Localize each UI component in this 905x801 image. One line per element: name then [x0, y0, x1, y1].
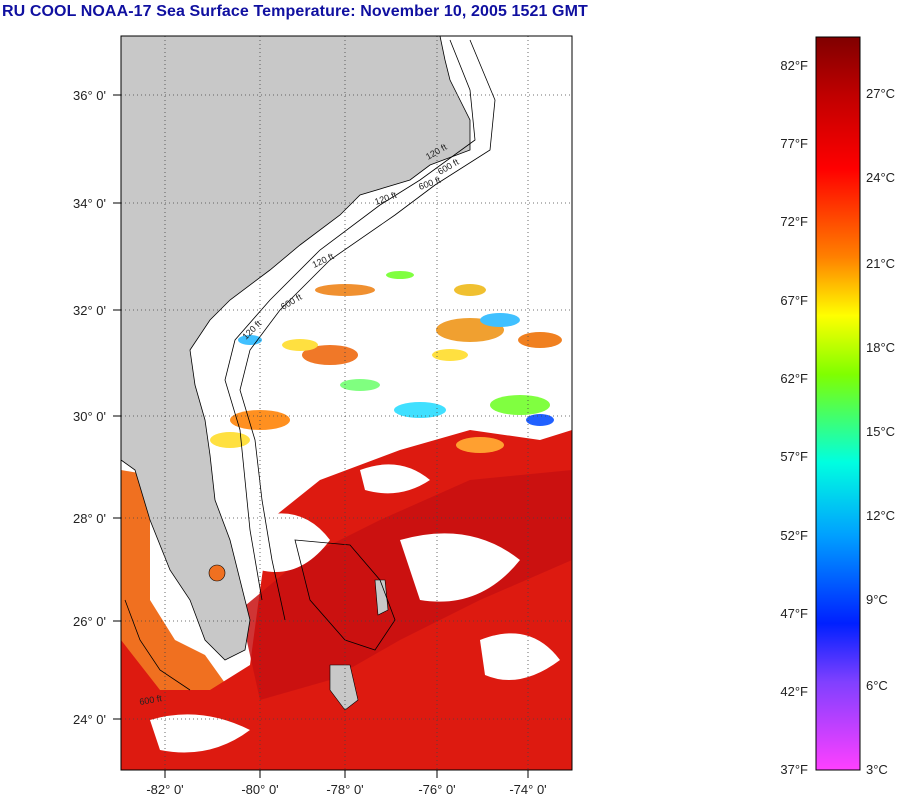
contour-120ft: [224, 39, 476, 601]
lon-label: -76° 0': [418, 782, 455, 797]
svg-text:21°C: 21°C: [866, 256, 895, 271]
contour-600ft: [239, 39, 496, 621]
gulf-water: [121, 470, 245, 705]
lat-label: 34° 0': [73, 196, 106, 211]
svg-text:42°F: 42°F: [780, 684, 808, 699]
svg-text:27°C: 27°C: [866, 86, 895, 101]
lat-label: 36° 0': [73, 88, 106, 103]
gulf-stream: [240, 470, 572, 700]
svg-text:12°C: 12°C: [866, 508, 895, 523]
land-abaco: [374, 579, 389, 616]
lat-label: 30° 0': [73, 409, 106, 424]
axis-ticks: [113, 94, 529, 778]
lat-label: 24° 0': [73, 712, 106, 727]
cloud-patch-4: [480, 633, 560, 680]
map-title: RU COOL NOAA-17 Sea Surface Temperature:…: [2, 3, 588, 20]
svg-text:9°C: 9°C: [866, 592, 888, 607]
lake-okeechobee: [208, 564, 226, 582]
contour-gulf: [124, 599, 191, 691]
svg-text:57°F: 57°F: [780, 449, 808, 464]
svg-text:3°C: 3°C: [866, 762, 888, 777]
cloud-patch-5: [360, 464, 430, 494]
svg-text:52°F: 52°F: [780, 528, 808, 543]
cloud-patch-3: [150, 714, 250, 753]
contour-bahamas: [294, 539, 396, 651]
lon-label: -82° 0': [146, 782, 183, 797]
lat-label: 28° 0': [73, 511, 106, 526]
sst-patches: [210, 271, 562, 453]
land-andros: [329, 664, 359, 711]
lat-label: 26° 0': [73, 614, 106, 629]
svg-text:82°F: 82°F: [780, 58, 808, 73]
longitude-labels: -82° 0' -80° 0' -78° 0' -76° 0' -74° 0': [146, 782, 546, 797]
lon-label: -78° 0': [326, 782, 363, 797]
cloud-patch-1: [250, 513, 330, 572]
lon-label: -74° 0': [509, 782, 546, 797]
svg-text:47°F: 47°F: [780, 606, 808, 621]
colorbar-c-labels: 27°C 24°C 21°C 18°C 15°C 12°C 9°C 6°C 3°…: [866, 86, 895, 777]
lon-label: -80° 0': [241, 782, 278, 797]
svg-text:6°C: 6°C: [866, 678, 888, 693]
svg-text:15°C: 15°C: [866, 424, 895, 439]
svg-text:18°C: 18°C: [866, 340, 895, 355]
svg-text:62°F: 62°F: [780, 371, 808, 386]
svg-text:77°F: 77°F: [780, 136, 808, 151]
svg-text:600 ft: 600 ft: [139, 693, 163, 707]
svg-text:72°F: 72°F: [780, 214, 808, 229]
colorbar-f-labels: 82°F 77°F 72°F 67°F 62°F 57°F 52°F 47°F …: [780, 58, 808, 777]
map-frame: [120, 35, 573, 771]
land-southeast-us: [121, 36, 471, 661]
svg-text:24°C: 24°C: [866, 170, 895, 185]
cloud-patch-2: [400, 533, 520, 602]
lat-label: 32° 0': [73, 303, 106, 318]
svg-text:67°F: 67°F: [780, 293, 808, 308]
latitude-labels: 36° 0' 34° 0' 32° 0' 30° 0' 28° 0' 26° 0…: [73, 88, 106, 727]
svg-text:37°F: 37°F: [780, 762, 808, 777]
colorbar: [815, 36, 861, 771]
